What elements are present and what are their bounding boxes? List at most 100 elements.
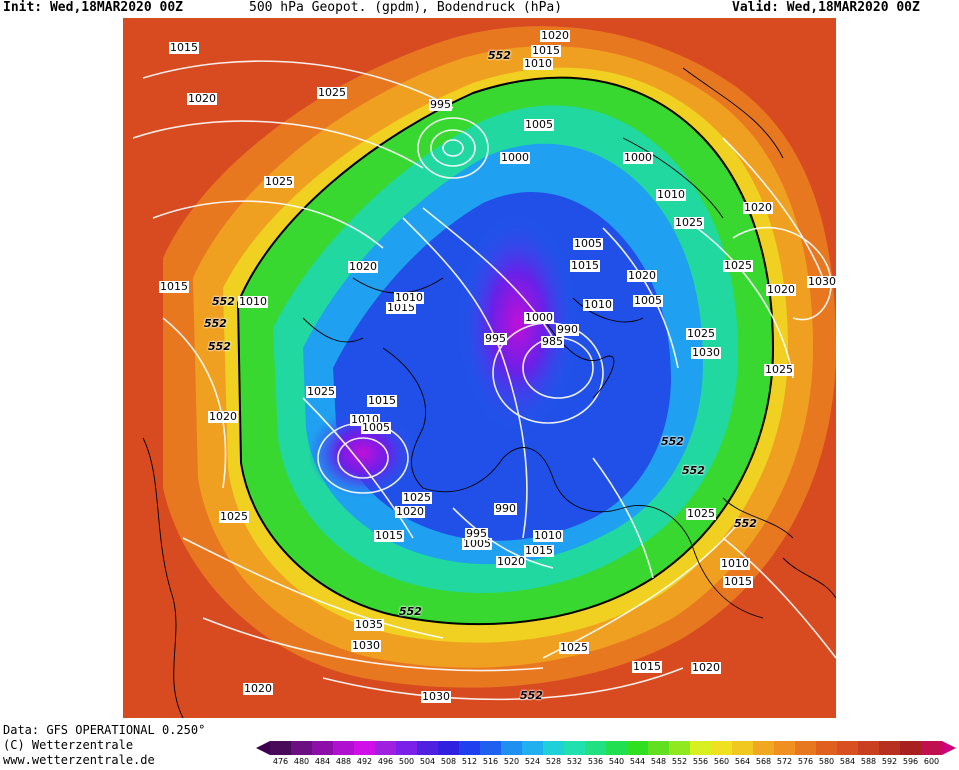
isobar-label: 1030 [807, 275, 836, 288]
isobar-label: 1030 [421, 690, 451, 703]
isobar-label: 1025 [723, 259, 753, 272]
isobar-label: 995 [465, 527, 488, 540]
legend-tick: 500 [398, 757, 415, 766]
legend-arrow-left [256, 741, 270, 755]
legend-tick: 520 [503, 757, 520, 766]
legend-tick: 584 [839, 757, 856, 766]
legend-swatch [816, 741, 837, 755]
legend-tick: 516 [482, 757, 499, 766]
legend-swatch [669, 741, 690, 755]
legend-tick: 512 [461, 757, 478, 766]
isobar-label: 1020 [540, 29, 570, 42]
isobar-label: 1025 [674, 216, 704, 229]
isobar-label: 1020 [691, 661, 721, 674]
legend-swatch [501, 741, 522, 755]
legend-swatch [627, 741, 648, 755]
legend-swatch [459, 741, 480, 755]
website-link[interactable]: www.wetterzentrale.de [3, 753, 155, 767]
legend-tick: 564 [734, 757, 751, 766]
height-label-552: 552 [682, 464, 705, 477]
isobar-label: 1015 [524, 544, 554, 557]
legend-tick: 492 [356, 757, 373, 766]
legend-swatch [543, 741, 564, 755]
legend-tick: 532 [566, 757, 583, 766]
legend-tick: 572 [776, 757, 793, 766]
contour-552 [236, 76, 775, 626]
isobar-label: 1010 [523, 57, 553, 70]
legend-tick: 576 [797, 757, 814, 766]
legend-tick: 540 [608, 757, 625, 766]
legend-tick: 548 [650, 757, 667, 766]
isobar-label: 1025 [764, 363, 794, 376]
copyright: (C) Wetterzentrale [3, 738, 134, 752]
isobar-label: 1000 [524, 311, 554, 324]
legend-swatch [291, 741, 312, 755]
isobar-label: 1015 [570, 259, 600, 272]
isobar-label: 995 [484, 332, 507, 345]
legend-tick: 592 [881, 757, 898, 766]
isobar-label: 1015 [723, 575, 753, 588]
height-label-552: 552 [212, 295, 235, 308]
isobar-label: 1010 [656, 188, 686, 201]
color-legend: 476 480 484 488 492 496 500 504 508 512 516 520 524 5… [256, 741, 956, 769]
chart-title: 500 hPa Geopot. (gpdm), Bodendruck (hPa) [249, 0, 563, 15]
isobar-label: 1020 [208, 410, 238, 423]
isobar-label: 990 [494, 502, 517, 515]
init-time: Init: Wed,18MAR2020 00Z [3, 0, 184, 15]
isobar-label: 1010 [238, 295, 268, 308]
legend-swatch [648, 741, 669, 755]
isobar-label: 1020 [743, 201, 773, 214]
legend-swatch [270, 741, 291, 755]
height-label-552: 552 [520, 689, 543, 702]
isobar-label: 1005 [462, 537, 492, 550]
legend-swatch [417, 741, 438, 755]
isobar-label: 1030 [351, 639, 381, 652]
isobar-label: 1025 [686, 507, 716, 520]
legend-swatch [795, 741, 816, 755]
legend-swatch [375, 741, 396, 755]
legend-swatch [396, 741, 417, 755]
isobar-label: 990 [556, 323, 579, 336]
isobar-label: 1020 [187, 92, 217, 105]
legend-tick: 524 [524, 757, 541, 766]
weather-map: 1015 1020 1025 1025 1020 1015 1010 1020 … [123, 18, 836, 718]
legend-tick: 600 [923, 757, 940, 766]
isobar-label: 1015 [159, 280, 189, 293]
legend-tick: 496 [377, 757, 394, 766]
legend-swatch [480, 741, 501, 755]
legend-swatch [921, 741, 942, 755]
isobar-label: 1005 [524, 118, 554, 131]
isobar-label: 1025 [306, 385, 336, 398]
isobar-label: 1015 [531, 44, 561, 57]
isobar-label: 1010 [583, 298, 613, 311]
legend-swatch [753, 741, 774, 755]
isobar-label: 1020 [627, 269, 657, 282]
legend-swatch [774, 741, 795, 755]
isobar-label: 1025 [317, 86, 347, 99]
isobar-label: 1025 [264, 175, 294, 188]
isobar-label: 1035 [354, 618, 384, 631]
legend-swatch [837, 741, 858, 755]
legend-tick: 556 [692, 757, 709, 766]
legend-tick: 552 [671, 757, 688, 766]
legend-tick: 508 [440, 757, 457, 766]
legend-swatch [354, 741, 375, 755]
legend-swatch [606, 741, 627, 755]
legend-color-bar [270, 741, 942, 755]
isobar-label: 1015 [632, 660, 662, 673]
legend-tick: 560 [713, 757, 730, 766]
legend-swatch [858, 741, 879, 755]
legend-tick: 596 [902, 757, 919, 766]
legend-tick: 484 [314, 757, 331, 766]
isobar-label: 1005 [573, 237, 603, 250]
legend-swatch [732, 741, 753, 755]
legend-tick: 580 [818, 757, 835, 766]
isobar-label: 1010 [533, 529, 563, 542]
legend-tick: 488 [335, 757, 352, 766]
legend-swatch [312, 741, 333, 755]
valid-time: Valid: Wed,18MAR2020 00Z [732, 0, 920, 15]
isobar-label: 1025 [559, 641, 589, 654]
height-label-552: 552 [399, 605, 422, 618]
isobar-label: 995 [429, 98, 452, 111]
legend-swatch [879, 741, 900, 755]
